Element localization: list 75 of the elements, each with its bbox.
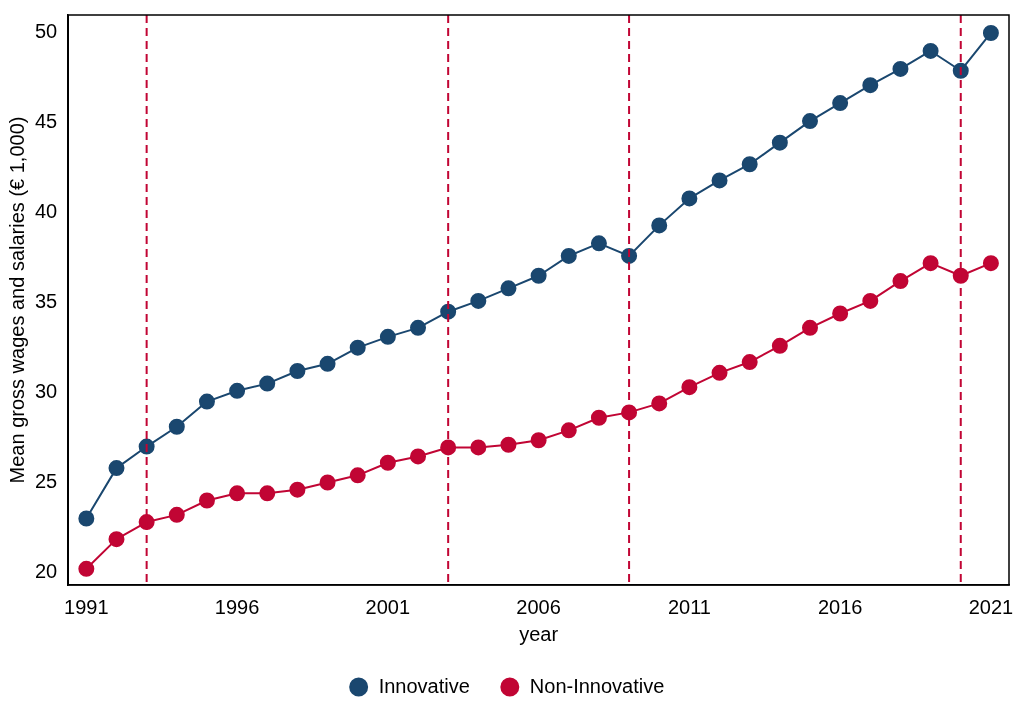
point <box>349 467 366 484</box>
point <box>289 363 306 380</box>
point <box>500 436 517 453</box>
point <box>801 319 818 336</box>
point <box>741 354 758 371</box>
y-tick-label: 20 <box>35 559 58 582</box>
point <box>78 510 95 527</box>
point <box>198 393 215 410</box>
y-tick-label: 30 <box>35 380 58 403</box>
point <box>982 255 999 272</box>
point <box>952 267 969 284</box>
x-tick-label: 2011 <box>667 595 711 618</box>
point <box>319 355 336 372</box>
legend-label: Innovative <box>378 674 470 697</box>
point <box>410 319 427 336</box>
point <box>410 448 427 465</box>
x-tick-label: 2021 <box>968 595 1014 618</box>
y-tick-label: 25 <box>35 470 58 493</box>
point <box>198 492 215 509</box>
point <box>832 95 849 112</box>
point <box>922 42 939 59</box>
point <box>922 255 939 272</box>
point <box>530 432 547 449</box>
y-axis-title: Mean gross wages and salaries (€ 1,000) <box>5 116 28 484</box>
x-tick-label: 1996 <box>214 595 260 618</box>
point <box>681 190 698 207</box>
point <box>168 506 185 523</box>
point <box>379 328 396 345</box>
point <box>289 481 306 498</box>
x-tick-label: 2006 <box>516 595 561 618</box>
point <box>470 439 487 456</box>
point <box>741 156 758 173</box>
point <box>771 337 788 354</box>
point <box>470 292 487 309</box>
x-tick-label: 2016 <box>817 595 863 618</box>
point <box>440 439 457 456</box>
legend-label: Non-Innovative <box>529 674 665 697</box>
point <box>771 134 788 151</box>
point <box>168 418 185 435</box>
point <box>379 454 396 471</box>
y-tick-label: 35 <box>35 290 58 313</box>
point <box>229 382 246 399</box>
point <box>108 531 125 548</box>
y-tick-label: 50 <box>35 20 58 43</box>
point <box>530 267 547 284</box>
point <box>590 409 607 426</box>
point <box>259 375 276 392</box>
point <box>651 395 668 412</box>
point <box>319 474 336 491</box>
point <box>560 422 577 439</box>
point <box>108 460 125 477</box>
point <box>982 24 999 41</box>
point <box>892 60 909 77</box>
point <box>590 235 607 252</box>
point <box>832 305 849 322</box>
point <box>801 113 818 130</box>
point <box>711 364 728 381</box>
point <box>560 247 577 264</box>
x-axis-title: year <box>519 622 559 645</box>
point <box>78 560 95 577</box>
x-tick-label: 1991 <box>64 595 109 618</box>
point <box>500 280 517 297</box>
y-tick-label: 45 <box>35 110 58 133</box>
y-tick-label: 40 <box>35 200 58 223</box>
point <box>349 339 366 356</box>
point <box>681 379 698 396</box>
point <box>229 485 246 502</box>
point <box>862 77 879 94</box>
point <box>651 217 668 234</box>
point <box>621 404 638 421</box>
point <box>892 273 909 290</box>
point <box>711 172 728 189</box>
x-tick-label: 2001 <box>365 595 411 618</box>
point <box>862 292 879 309</box>
point <box>259 485 276 502</box>
